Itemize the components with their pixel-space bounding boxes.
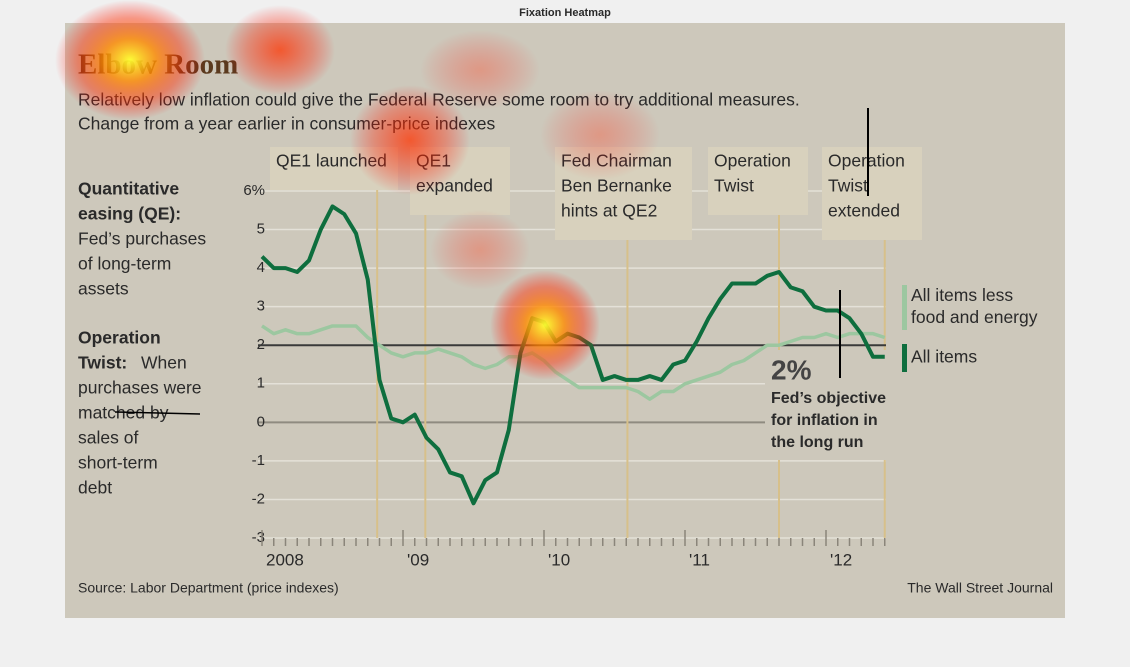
fixation: [55, 0, 205, 120]
note-body: short-term: [78, 453, 158, 473]
series-line: [261, 324, 886, 401]
reference-note-bg: [765, 350, 893, 460]
note-body: When: [141, 353, 187, 373]
x-tick-label: '12: [830, 550, 852, 569]
y-tick-label: 3: [257, 298, 265, 315]
note-body: of long-term: [78, 254, 171, 274]
note-heading: Operation: [78, 328, 161, 348]
note-body: sales of: [78, 428, 138, 448]
y-tick-label: 6%: [243, 182, 265, 199]
y-tick-label: -3: [252, 529, 265, 546]
legend-swatch: [902, 344, 907, 372]
x-tick-label: '10: [548, 550, 570, 569]
y-tick-label: -2: [252, 490, 265, 507]
fixation: [350, 85, 470, 195]
y-tick-label: 5: [257, 221, 265, 238]
reference-note: Fed’s objective: [771, 390, 886, 407]
event-box: [822, 147, 922, 240]
x-tick-label: 2008: [266, 550, 304, 569]
fixation: [540, 90, 660, 180]
event-label: Twist: [828, 176, 868, 196]
event-label: Operation: [714, 151, 791, 171]
gaze-path: [114, 411, 201, 415]
note-body: assets: [78, 279, 129, 299]
event-box: [708, 147, 808, 215]
note-body: debt: [78, 478, 112, 498]
reference-note: the long run: [771, 434, 863, 451]
event-label: Operation: [828, 151, 905, 171]
event-label: Ben Bernanke: [561, 176, 672, 196]
fixation: [430, 210, 530, 290]
y-tick-label: 4: [257, 259, 265, 276]
reference-label: 2%: [771, 354, 812, 385]
note-heading: easing (QE):: [78, 204, 181, 224]
y-tick-label: 0: [257, 413, 265, 430]
note-body: Fed’s purchases: [78, 229, 206, 249]
heatmap: [55, 0, 869, 415]
legend-label: All items less food and energy: [911, 285, 1038, 327]
legend-swatch: [902, 285, 907, 330]
x-tick-label: '09: [407, 550, 429, 569]
event-label: hints at QE2: [561, 201, 657, 221]
event-label: extended: [828, 201, 900, 221]
fixation: [490, 270, 600, 380]
y-tick-label: 1: [257, 375, 265, 392]
x-tick-label: '11: [689, 550, 710, 569]
credit: The Wall Street Journal: [907, 580, 1053, 596]
fixation: [420, 30, 540, 110]
page-title: Fixation Heatmap: [519, 7, 611, 19]
note-heading: Twist:: [78, 353, 127, 373]
note-heading: Quantitative: [78, 179, 179, 199]
source: Source: Labor Department (price indexes): [78, 580, 339, 596]
legend-label: All items: [911, 347, 977, 367]
note-body: purchases were: [78, 378, 202, 398]
y-tick-label: -1: [252, 452, 265, 469]
event-label: Twist: [714, 176, 754, 196]
fixation: [225, 5, 335, 95]
reference-note: for inflation in: [771, 412, 878, 429]
